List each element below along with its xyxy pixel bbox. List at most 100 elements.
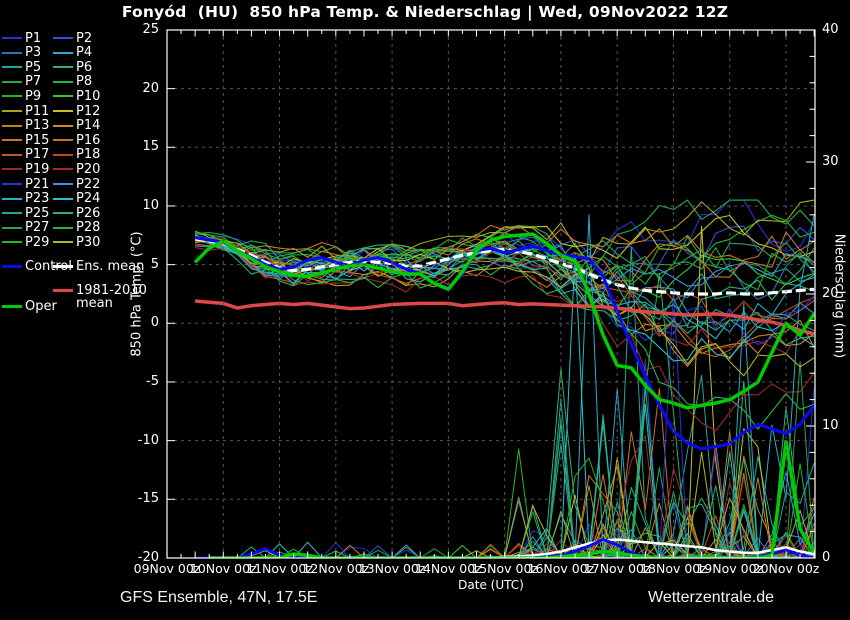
precip-axis-title: Niederschlag (mm) [831,233,847,359]
legend-label-p18: P18 [76,147,101,163]
legend-item-p21: P21 [2,176,50,192]
legend-swatch-p28 [53,226,73,229]
legend-label-p16: P16 [76,132,101,148]
legend-swatch-p29 [2,241,22,244]
legend-swatch-ens-mean [53,264,73,268]
site-credit-text: Wetterzentrale.de [648,589,774,606]
legend-swatch-p5 [2,66,22,69]
temp-tick-10: 10 [142,197,159,213]
legend-item-p9: P9 [2,89,41,104]
legend-swatch-p3 [2,51,22,54]
legend-item-p26: P26 [53,205,101,221]
legend-item-p18: P18 [53,147,101,163]
legend-item-p19: P19 [2,161,50,177]
legend-item-p27: P27 [2,220,50,236]
legend-item-ens-mean: Ens. mean [53,258,145,274]
legend-item-p24: P24 [53,191,101,207]
temp-axis-title: 850 hPa Temp. (°C) [129,231,145,357]
legend-swatch-p6 [53,66,73,69]
temp-tick--10: -10 [137,432,159,448]
legend-item-p2: P2 [53,31,92,46]
legend-swatch-p2 [53,37,73,39]
ensemble-legend: P1 P2 P3 P4 P5 P6 P7 P8 P9 P10 P11 P12 P13 P14 P15 P16 P… [1,30,163,360]
legend-item-1981-2010-mean: 1981-2010 mean [53,284,153,310]
legend-swatch-p26 [53,212,73,215]
precip-tick-0: 0 [822,550,831,565]
legend-swatch-p4 [53,51,73,54]
legend-label-p1: P1 [25,30,42,46]
date-tick-17nov: 17Nov 00z [583,561,651,576]
legend-label-p25: P25 [25,205,50,221]
temp-tick--5: -5 [146,373,159,389]
legend-label-p13: P13 [25,118,50,134]
legend-swatch-p7 [2,80,22,83]
legend-item-p22: P22 [53,176,101,192]
legend-label-p4: P4 [76,45,93,61]
temp-tick-5: 5 [150,256,159,272]
legend-label-1981-2010-mean: 1981-2010 mean [76,283,147,311]
legend-swatch-p10 [53,95,73,98]
legend-label-p11: P11 [25,103,50,119]
legend-label-p21: P21 [25,176,50,192]
precip-tick-30: 30 [822,154,839,169]
date-axis-title: Date (UTC) [458,578,524,592]
legend-label-ens-mean: Ens. mean [76,258,145,274]
legend-item-oper: Oper [2,298,57,314]
plot-area [193,199,815,558]
date-tick-14nov: 14Nov 00z [414,561,482,576]
legend-item-control: Control [2,258,72,274]
legend-item-p28: P28 [53,220,100,235]
legend-item-p6: P6 [53,59,93,75]
precip-tick-10: 10 [822,418,839,433]
legend-swatch-p15 [2,139,22,142]
temp-tick-20: 20 [142,80,159,96]
chart-title: Fonyód (HU) 850 hPa Temp. & Niederschlag… [121,3,729,21]
legend-label-p23: P23 [25,191,50,207]
legend-swatch-p27 [2,226,22,229]
date-tick-20nov: 20Nov 00z [752,561,820,576]
legend-label-p5: P5 [25,59,42,75]
legend-label-oper: Oper [25,298,57,314]
legend-item-p23: P23 [2,191,50,207]
legend-swatch-p21 [2,183,22,185]
legend-swatch-p24 [53,197,73,200]
legend-swatch-p14 [53,124,73,127]
date-tick-18nov: 18Nov 00z [640,561,707,576]
temp-tick-15: 15 [142,139,159,155]
legend-label-p6: P6 [76,59,93,75]
legend-swatch-p12 [53,110,73,112]
date-tick-10nov: 10Nov 00z [189,561,257,576]
date-tick-19nov: 19Nov 00z [696,561,764,576]
legend-swatch-p18 [53,153,73,156]
legend-swatch-control [2,264,22,268]
legend-swatch-p1 [2,37,22,39]
legend-label-p19: P19 [25,161,50,177]
legend-label-p20: P20 [76,161,101,177]
legend-swatch-p9 [2,95,22,98]
legend-label-p30: P30 [76,234,101,250]
legend-swatch-p17 [2,153,22,156]
legend-label-p27: P27 [25,220,50,236]
legend-label-p14: P14 [76,118,101,134]
legend-label-control: Control [25,258,72,274]
legend-label-p3: P3 [25,45,42,61]
legend-swatch-1981-2010-mean [53,289,73,292]
legend-swatch-p11 [2,110,22,112]
legend-item-p11: P11 [2,103,50,119]
legend-swatch-oper [2,304,22,308]
legend-item-p16: P16 [53,132,101,148]
legend-label-p24: P24 [76,191,101,207]
legend-label-p7: P7 [25,74,42,90]
legend-item-p14: P14 [53,118,101,134]
date-tick-16nov: 16Nov 00z [527,561,595,576]
legend-item-p17: P17 [2,147,49,162]
legend-item-p25: P25 [2,205,50,221]
legend-item-p13: P13 [2,118,50,134]
legend-swatch-p30 [53,241,73,244]
legend-label-p22: P22 [76,176,101,192]
legend-label-p26: P26 [76,205,101,221]
legend-item-p10: P10 [53,89,100,104]
legend-item-p12: P12 [53,104,100,119]
